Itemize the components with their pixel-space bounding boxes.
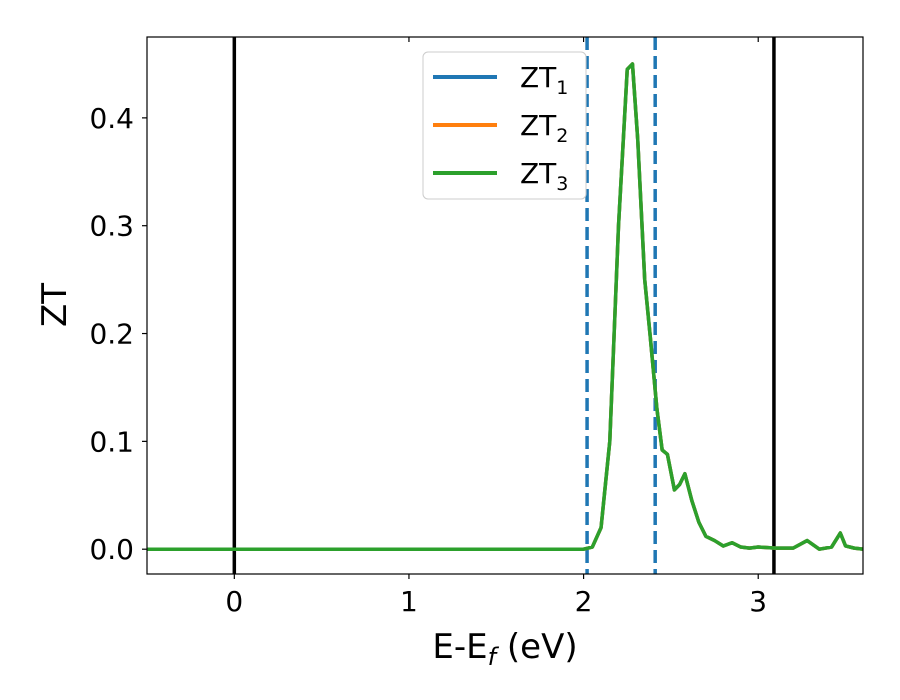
y-tick-label-4: 0.4 xyxy=(89,102,134,135)
y-axis-ticks: 0.0 0.1 0.2 0.3 0.4 xyxy=(89,102,147,566)
legend-label-zt1: ZT1 xyxy=(520,61,568,99)
y-tick-label-3: 0.3 xyxy=(89,210,134,243)
legend: ZT1 ZT2 ZT3 xyxy=(422,51,587,200)
x-tick-label-0: 0 xyxy=(225,585,243,618)
series-lines xyxy=(147,62,863,551)
series-line-zt3 xyxy=(147,62,863,551)
x-tick-label-1: 1 xyxy=(400,585,418,618)
y-tick-label-0: 0.0 xyxy=(89,533,134,566)
x-axis-ticks: 0 1 2 3 xyxy=(225,37,767,618)
y-tick-label-2: 0.2 xyxy=(89,318,134,351)
y-tick-label-1: 0.1 xyxy=(89,425,134,458)
legend-box xyxy=(422,51,587,200)
plot-frame xyxy=(146,36,864,575)
vertical-lines xyxy=(232,37,776,574)
x-axis-label: E-Ef (eV) xyxy=(432,627,577,671)
x-tick-label-3: 3 xyxy=(749,585,767,618)
x-tick-label-2: 2 xyxy=(575,585,593,618)
y-axis-label: ZT xyxy=(35,283,75,327)
legend-label-zt2: ZT2 xyxy=(520,109,568,147)
legend-label-zt3: ZT3 xyxy=(520,157,568,195)
